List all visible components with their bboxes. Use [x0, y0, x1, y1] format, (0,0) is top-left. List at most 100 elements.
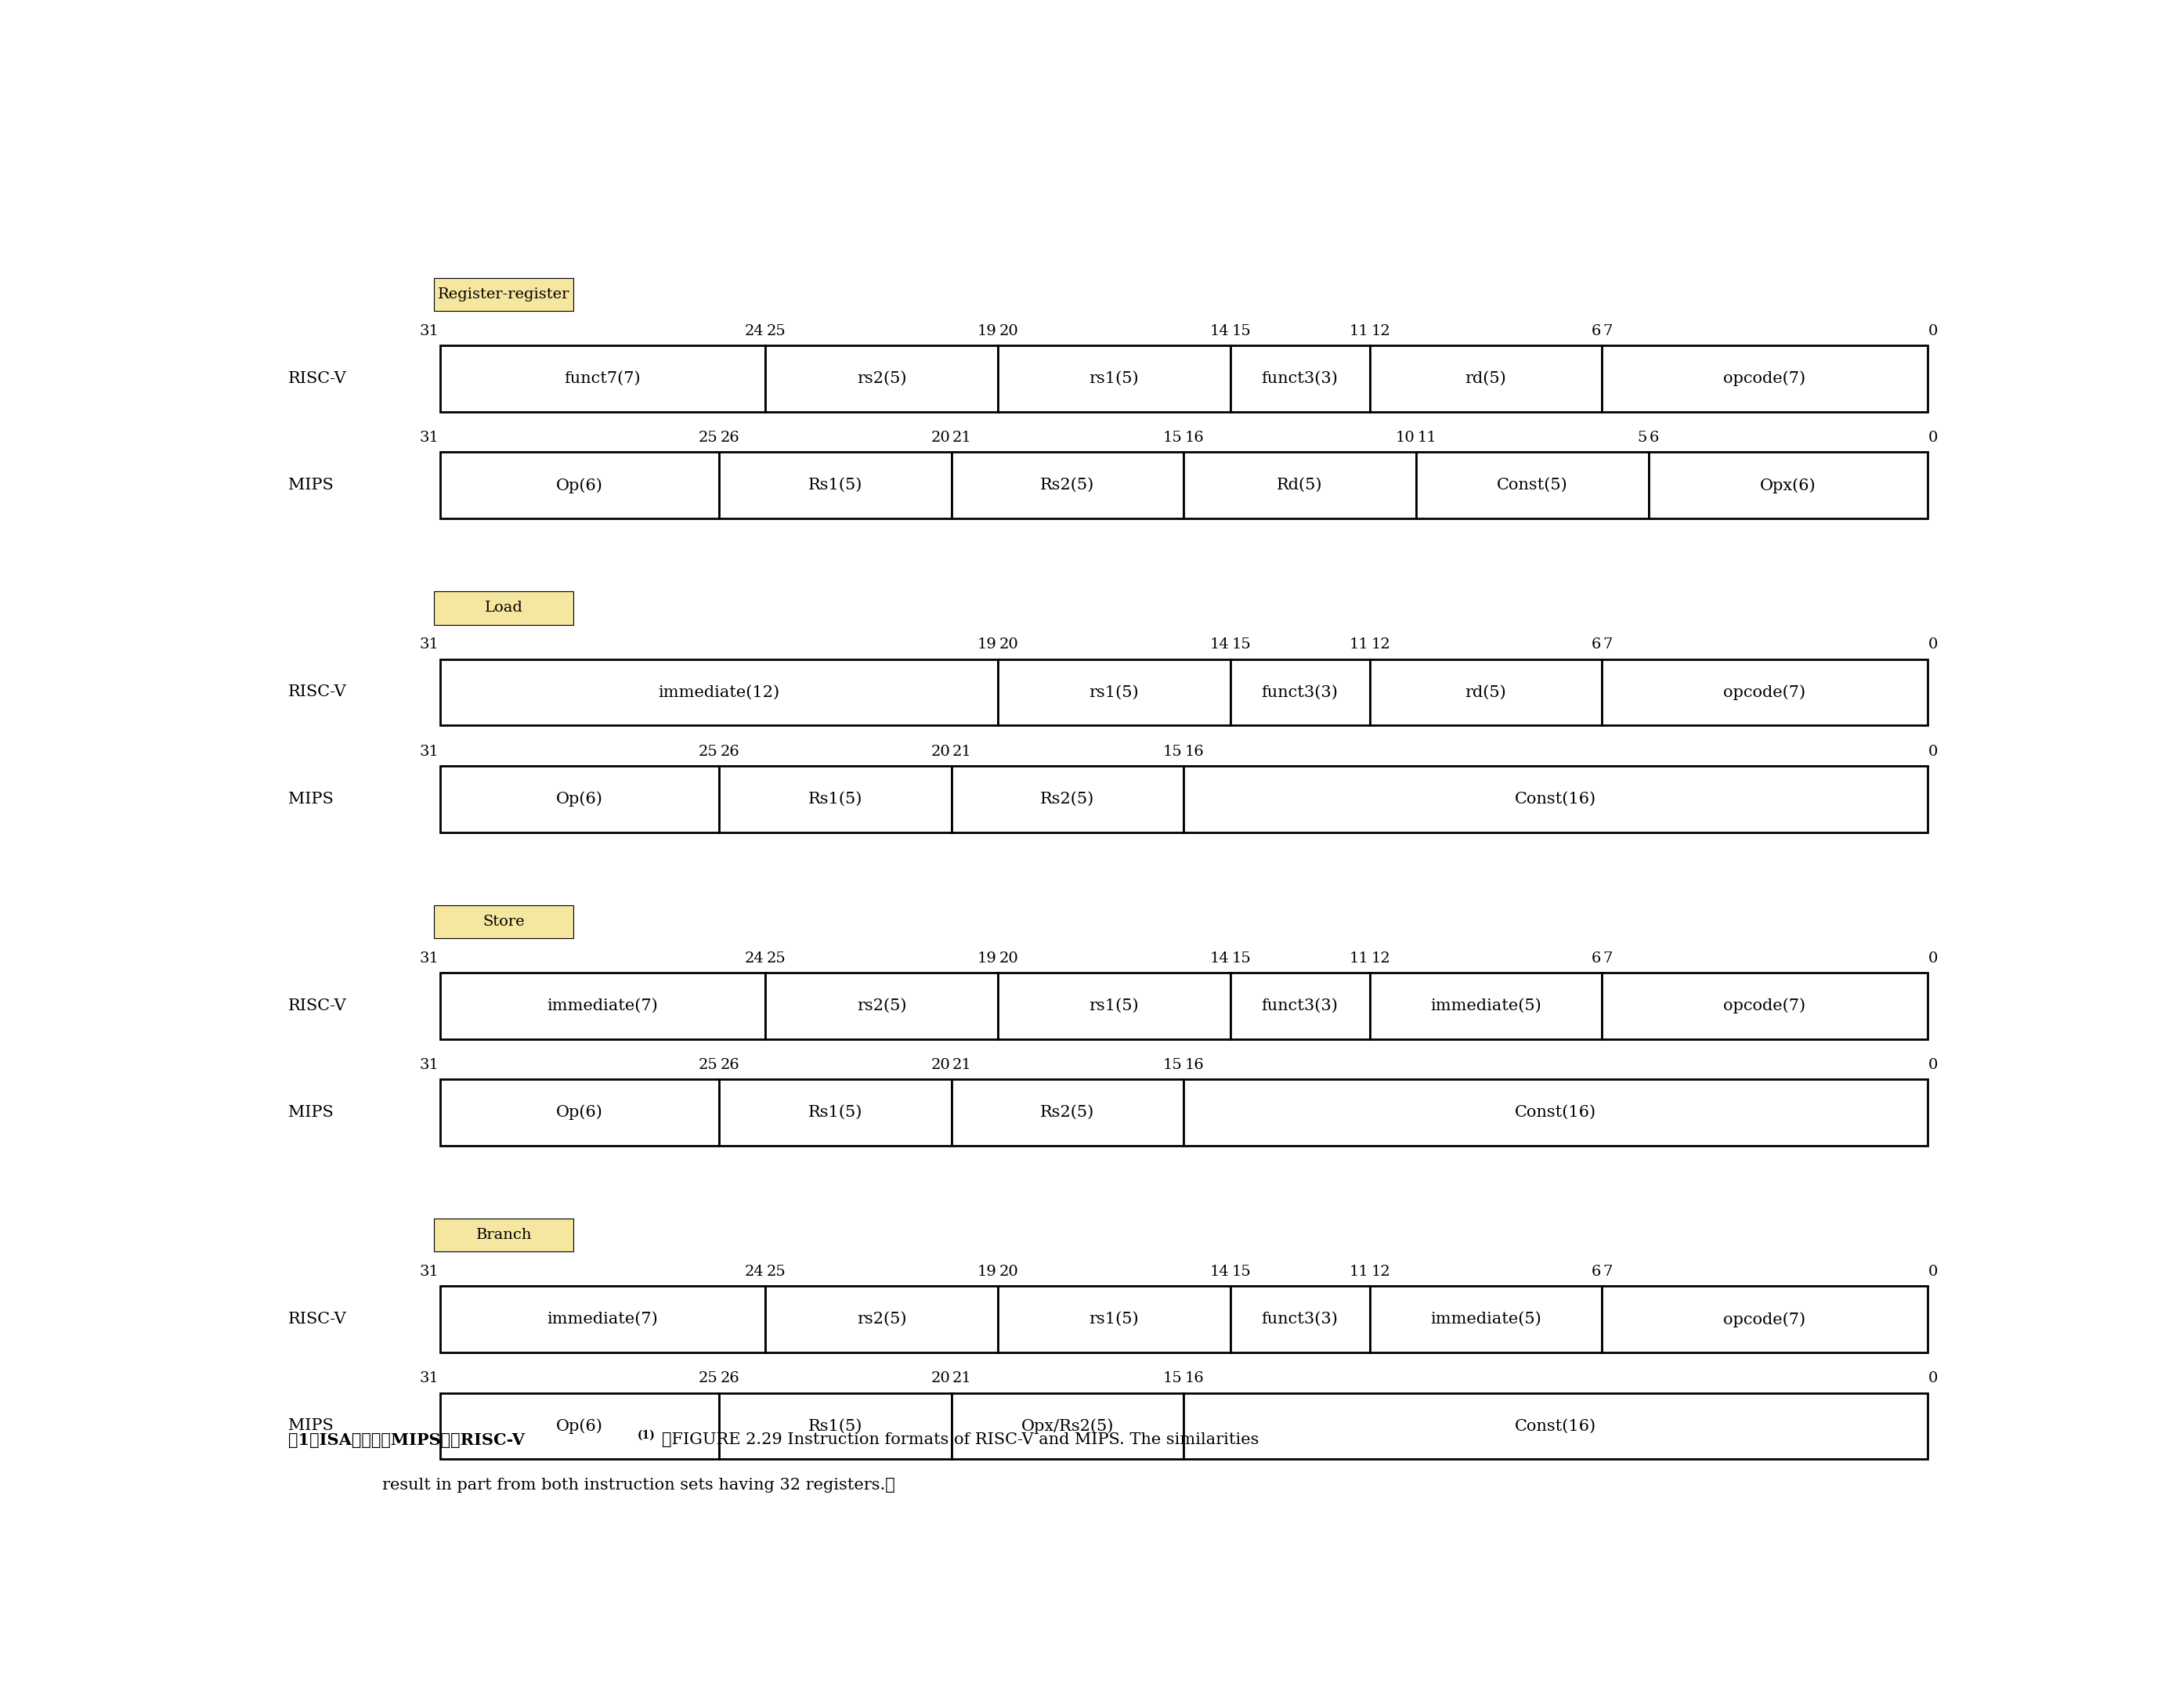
Text: Const(5): Const(5)	[1498, 478, 1567, 494]
Bar	[1601, 1286, 1928, 1353]
Text: 25: 25	[698, 1057, 717, 1073]
Text: MIPS: MIPS	[287, 1419, 333, 1433]
Text: 26: 26	[720, 745, 739, 758]
Text: 31: 31	[419, 637, 439, 652]
Bar	[434, 1218, 573, 1252]
Text: 12: 12	[1370, 325, 1390, 338]
Bar	[1184, 765, 1928, 832]
Text: rs2(5): rs2(5)	[856, 371, 905, 386]
Text: 14: 14	[1210, 637, 1230, 652]
Text: Rs2(5): Rs2(5)	[1039, 1105, 1096, 1120]
Bar	[434, 591, 573, 625]
Text: （FIGURE 2.29 Instruction formats of RISC-V and MIPS. The similarities: （FIGURE 2.29 Instruction formats of RISC…	[661, 1433, 1260, 1448]
Bar	[951, 1394, 1184, 1459]
Text: 24: 24	[746, 951, 765, 965]
Text: rs2(5): rs2(5)	[856, 997, 905, 1013]
Bar	[765, 1286, 998, 1353]
Text: 31: 31	[419, 1057, 439, 1073]
Text: 12: 12	[1370, 637, 1390, 652]
Text: Op(6): Op(6)	[555, 791, 603, 806]
Text: 31: 31	[419, 1372, 439, 1385]
Bar	[1370, 1286, 1601, 1353]
Text: 15: 15	[1232, 325, 1251, 338]
Text: 19: 19	[977, 1266, 996, 1279]
Text: 15: 15	[1232, 951, 1251, 965]
Text: 12: 12	[1370, 951, 1390, 965]
Text: rs1(5): rs1(5)	[1089, 685, 1139, 700]
Text: 7: 7	[1603, 1266, 1612, 1279]
Text: 14: 14	[1210, 1266, 1230, 1279]
Bar	[1230, 345, 1370, 412]
Text: 24: 24	[746, 1266, 765, 1279]
Text: 0: 0	[1928, 1372, 1938, 1385]
Text: opcode(7): opcode(7)	[1724, 997, 1807, 1013]
Text: immediate(7): immediate(7)	[547, 1312, 659, 1327]
Text: result in part from both instruction sets having 32 registers.）: result in part from both instruction set…	[382, 1477, 895, 1493]
Text: rs1(5): rs1(5)	[1089, 1312, 1139, 1327]
Bar	[1230, 1286, 1370, 1353]
Text: 21: 21	[953, 1372, 972, 1385]
Text: Const(16): Const(16)	[1515, 1419, 1597, 1433]
Text: Op(6): Op(6)	[555, 478, 603, 494]
Text: RISC-V: RISC-V	[287, 997, 348, 1013]
Text: MIPS: MIPS	[287, 1105, 333, 1120]
Text: 25: 25	[698, 1372, 717, 1385]
Text: 19: 19	[977, 951, 996, 965]
Text: MIPS: MIPS	[287, 478, 333, 494]
Text: Rd(5): Rd(5)	[1277, 478, 1323, 494]
Bar	[1601, 972, 1928, 1038]
Text: 16: 16	[1184, 1057, 1204, 1073]
Text: (1): (1)	[637, 1430, 655, 1440]
Bar	[1184, 1394, 1928, 1459]
Text: 31: 31	[419, 325, 439, 338]
Bar	[441, 659, 998, 726]
Text: Rs1(5): Rs1(5)	[808, 791, 862, 806]
Text: 31: 31	[419, 430, 439, 446]
Text: 20: 20	[931, 1372, 951, 1385]
Text: 6: 6	[1590, 325, 1601, 338]
Bar	[434, 278, 573, 311]
Text: 20: 20	[998, 951, 1018, 965]
Text: 15: 15	[1163, 1372, 1182, 1385]
Bar	[720, 765, 951, 832]
Text: 31: 31	[419, 951, 439, 965]
Text: rd(5): rd(5)	[1465, 371, 1506, 386]
Bar	[720, 1079, 951, 1146]
Text: 20: 20	[998, 637, 1018, 652]
Text: 20: 20	[931, 745, 951, 758]
Bar	[441, 1286, 765, 1353]
Bar	[441, 1079, 720, 1146]
Text: 31: 31	[419, 745, 439, 758]
Text: 11: 11	[1348, 951, 1368, 965]
Text: immediate(12): immediate(12)	[659, 685, 780, 700]
Text: 31: 31	[419, 1266, 439, 1279]
Bar	[765, 345, 998, 412]
Text: 26: 26	[720, 1372, 739, 1385]
Text: Op(6): Op(6)	[555, 1105, 603, 1120]
Text: Rs2(5): Rs2(5)	[1039, 791, 1096, 806]
Text: 5: 5	[1638, 430, 1647, 446]
Bar	[441, 972, 765, 1038]
Text: 0: 0	[1928, 1266, 1938, 1279]
Text: 16: 16	[1184, 745, 1204, 758]
Bar	[1230, 972, 1370, 1038]
Text: MIPS: MIPS	[287, 791, 333, 806]
Text: 19: 19	[977, 325, 996, 338]
Text: 6: 6	[1649, 430, 1660, 446]
Text: Opx(6): Opx(6)	[1759, 478, 1815, 494]
Text: 26: 26	[720, 1057, 739, 1073]
Text: 15: 15	[1163, 745, 1182, 758]
Text: 0: 0	[1928, 951, 1938, 965]
Text: 20: 20	[998, 325, 1018, 338]
Text: 7: 7	[1603, 637, 1612, 652]
Text: rs1(5): rs1(5)	[1089, 371, 1139, 386]
Text: opcode(7): opcode(7)	[1724, 1312, 1807, 1327]
Text: 11: 11	[1348, 637, 1368, 652]
Bar	[720, 453, 951, 519]
Text: Const(16): Const(16)	[1515, 791, 1597, 806]
Bar	[434, 905, 573, 938]
Text: funct7(7): funct7(7)	[564, 371, 642, 386]
Text: 25: 25	[698, 745, 717, 758]
Text: 25: 25	[767, 951, 787, 965]
Bar	[998, 345, 1230, 412]
